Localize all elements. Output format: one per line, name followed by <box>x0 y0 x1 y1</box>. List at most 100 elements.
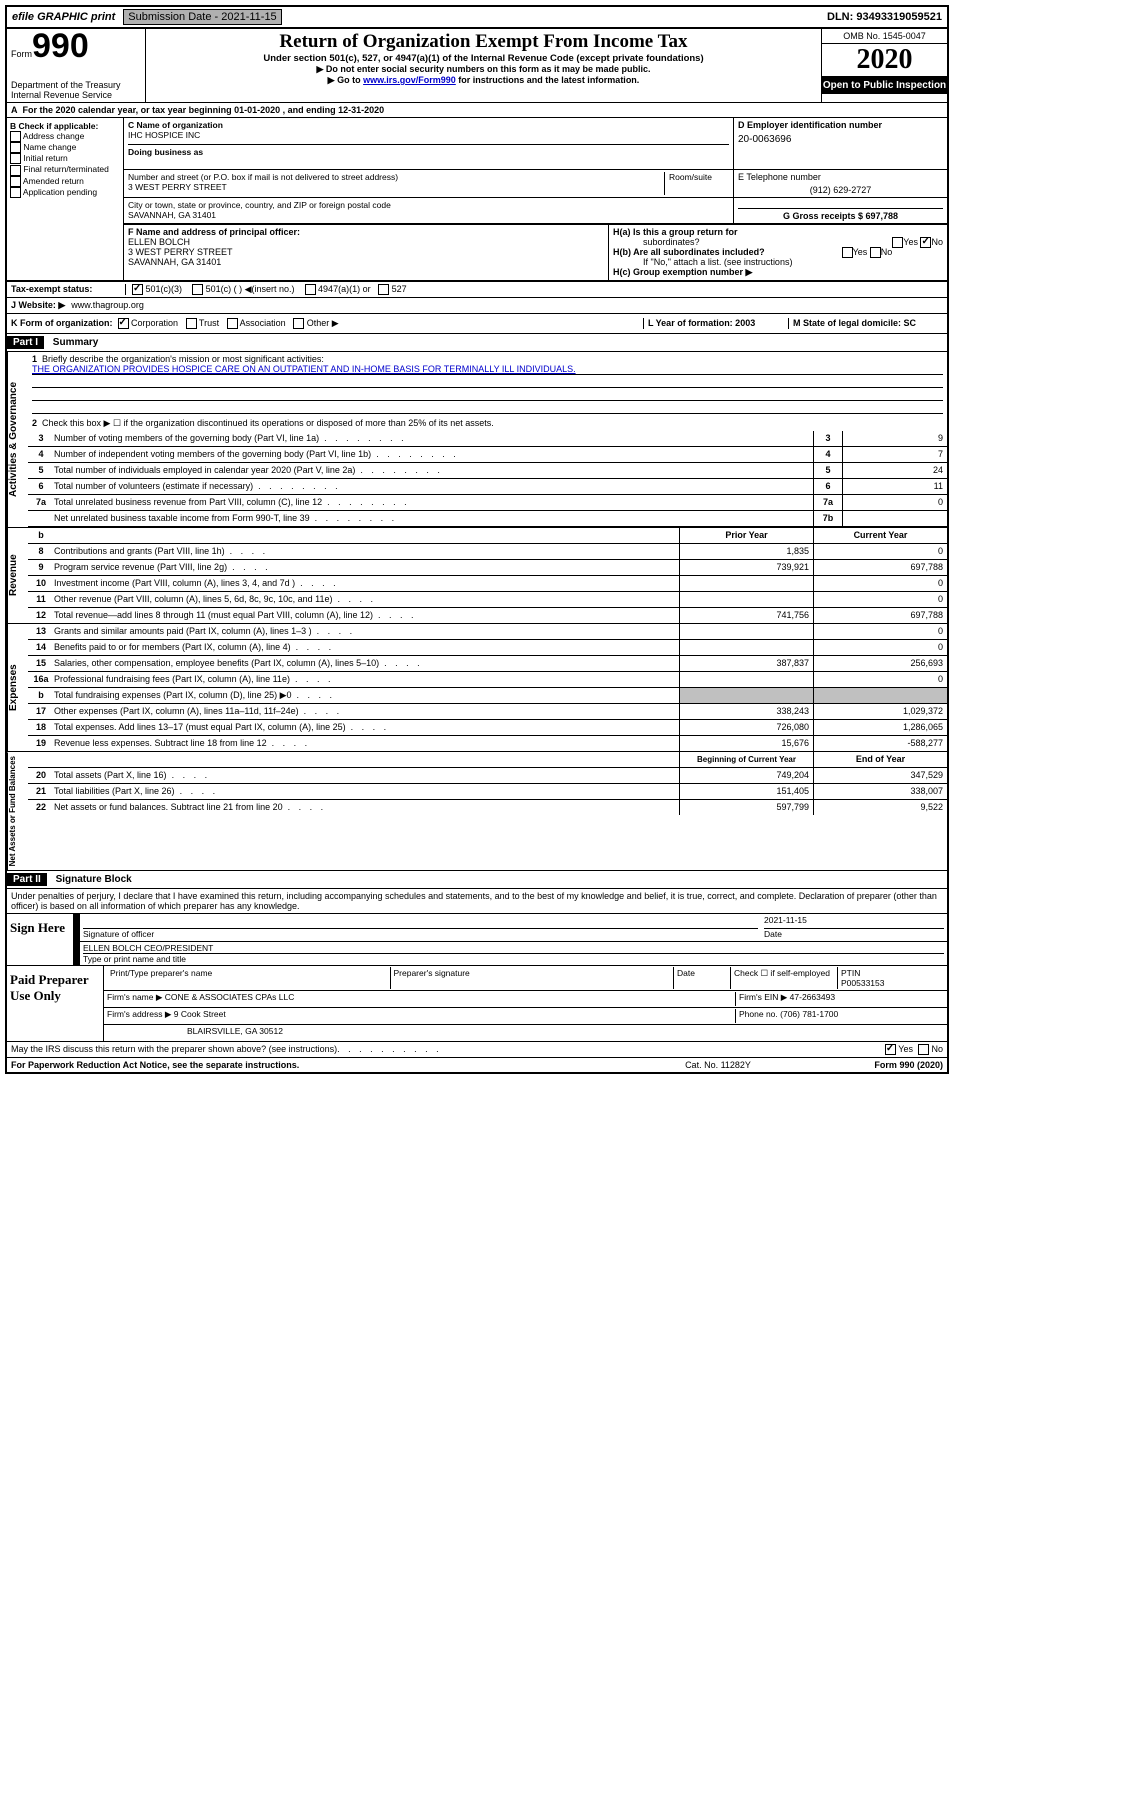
footer-left: For Paperwork Reduction Act Notice, see … <box>11 1060 643 1070</box>
cb-name-change[interactable] <box>10 142 21 153</box>
cb-final-return[interactable] <box>10 165 21 176</box>
side-net: Net Assets or Fund Balances <box>7 752 28 870</box>
cb-ha-no[interactable] <box>920 237 931 248</box>
current-year-header: Current Year <box>813 528 947 543</box>
part2-header: Part II <box>7 873 47 886</box>
row-k: K Form of organization: Corporation Trus… <box>7 314 947 334</box>
phone-label: Phone no. <box>739 1009 778 1019</box>
col-c-to-g: C Name of organization IHC HOSPICE INC D… <box>124 118 947 280</box>
officer-name-label: Type or print name and title <box>83 954 944 964</box>
firm-addr2: BLAIRSVILLE, GA 30512 <box>107 1026 283 1040</box>
inspection-label: Open to Public Inspection <box>822 77 947 94</box>
self-employed-check: Check ☐ if self-employed <box>731 967 838 989</box>
officer-name-val: ELLEN BOLCH CEO/PRESIDENT <box>83 943 944 954</box>
cb-hb-yes[interactable] <box>842 247 853 258</box>
section-expenses: Expenses 13Grants and similar amounts pa… <box>7 623 947 751</box>
gov-row-6: 6Total number of volunteers (estimate if… <box>28 479 947 495</box>
cb-hb-no[interactable] <box>870 247 881 258</box>
prior-year-header: Prior Year <box>679 528 813 543</box>
discuss-row: May the IRS discuss this return with the… <box>7 1042 947 1057</box>
data-row-9: 9Program service revenue (Part VIII, lin… <box>28 560 947 576</box>
paid-preparer-row: Paid Preparer Use Only Print/Type prepar… <box>7 965 947 1042</box>
phone-box: E Telephone number (912) 629-2727 <box>734 170 947 197</box>
gross-receipts: G Gross receipts $ 697,788 <box>734 198 947 223</box>
part1-header-row: Part I Summary <box>7 334 947 352</box>
cb-application[interactable] <box>10 187 21 198</box>
gov-row-7b: Net unrelated business taxable income fr… <box>28 511 947 527</box>
cb-501c[interactable] <box>192 284 203 295</box>
ptin-label: PTIN <box>841 968 941 978</box>
cb-assoc[interactable] <box>227 318 238 329</box>
data-row-13: 13Grants and similar amounts paid (Part … <box>28 624 947 640</box>
info-block: B Check if applicable: Address change Na… <box>7 118 947 281</box>
cb-ha-yes[interactable] <box>892 237 903 248</box>
footer-row: For Paperwork Reduction Act Notice, see … <box>7 1057 947 1072</box>
form-label: Form <box>11 49 32 59</box>
row-a-period: A For the 2020 calendar year, or tax yea… <box>7 103 947 118</box>
group-return: H(a) Is this a group return for subordin… <box>609 225 947 280</box>
footer-right: Form 990 (2020) <box>793 1060 943 1070</box>
paid-preparer-label: Paid Preparer Use Only <box>7 966 104 1041</box>
efile-label: efile GRAPHIC print <box>7 10 120 24</box>
firm-addr-label: Firm's address ▶ <box>107 1009 171 1019</box>
data-row-8: 8Contributions and grants (Part VIII, li… <box>28 544 947 560</box>
data-row-11: 11Other revenue (Part VIII, column (A), … <box>28 592 947 608</box>
cb-527[interactable] <box>378 284 389 295</box>
cb-4947[interactable] <box>305 284 316 295</box>
header-title: Return of Organization Exempt From Incom… <box>151 31 816 53</box>
ptin-val: P00533153 <box>841 978 941 988</box>
header-right: OMB No. 1545-0047 2020 Open to Public In… <box>821 29 947 102</box>
preparer-sig-col: Preparer's signature <box>391 967 675 989</box>
cb-discuss-yes[interactable] <box>885 1044 896 1055</box>
side-rev: Revenue <box>7 528 28 623</box>
data-row-10: 10Investment income (Part VIII, column (… <box>28 576 947 592</box>
preparer-name-col: Print/Type preparer's name <box>107 967 391 989</box>
cb-address-change[interactable] <box>10 131 21 142</box>
gov-row-7a: 7aTotal unrelated business revenue from … <box>28 495 947 511</box>
street-box: Number and street (or P.O. box if mail i… <box>124 170 734 197</box>
data-row-b: bTotal fundraising expenses (Part IX, co… <box>28 688 947 704</box>
top-bar: efile GRAPHIC print Submission Date - 20… <box>7 7 947 29</box>
submission-date-button[interactable]: Submission Date - 2021-11-15 <box>123 9 281 25</box>
cb-corp[interactable] <box>118 318 129 329</box>
cb-other[interactable] <box>293 318 304 329</box>
name-of-org: C Name of organization IHC HOSPICE INC D… <box>124 118 734 169</box>
firm-addr1: 9 Cook Street <box>174 1009 226 1019</box>
cb-discuss-no[interactable] <box>918 1044 929 1055</box>
net-header: Beginning of Current Year End of Year <box>28 752 947 768</box>
data-row-12: 12Total revenue—add lines 8 through 11 (… <box>28 608 947 623</box>
header-left: Form990 Department of the Treasury Inter… <box>7 29 146 102</box>
cb-trust[interactable] <box>186 318 197 329</box>
data-row-20: 20Total assets (Part X, line 16) . . . .… <box>28 768 947 784</box>
header-note-link: ▶ Go to www.irs.gov/Form990 for instruct… <box>151 75 816 86</box>
section-net: Net Assets or Fund Balances Beginning of… <box>7 751 947 871</box>
data-row-19: 19Revenue less expenses. Subtract line 1… <box>28 736 947 751</box>
header-subtitle: Under section 501(c), 527, or 4947(a)(1)… <box>151 53 816 64</box>
firm-ein-label: Firm's EIN ▶ <box>739 992 787 1002</box>
header-note-ssn: ▶ Do not enter social security numbers o… <box>151 64 816 75</box>
data-row-21: 21Total liabilities (Part X, line 26) . … <box>28 784 947 800</box>
section-revenue: Revenue b Prior Year Current Year 8Contr… <box>7 527 947 623</box>
firm-name-val: CONE & ASSOCIATES CPAs LLC <box>165 992 295 1002</box>
sign-here-row: Sign Here Signature of officer 2021-11-1… <box>7 913 947 965</box>
section-governance: Activities & Governance 1 Briefly descri… <box>7 352 947 527</box>
part1-title: Summary <box>47 337 99 348</box>
end-year-header: End of Year <box>813 752 947 767</box>
omb-label: OMB No. 1545-0047 <box>822 29 947 44</box>
side-gov: Activities & Governance <box>7 352 28 527</box>
tax-exempt-row: Tax-exempt status: 501(c)(3) 501(c) ( ) … <box>7 281 947 298</box>
cb-amended[interactable] <box>10 176 21 187</box>
cb-initial-return[interactable] <box>10 153 21 164</box>
form-990-container: efile GRAPHIC print Submission Date - 20… <box>5 5 949 1074</box>
cb-501c3[interactable] <box>132 284 143 295</box>
part2-header-row: Part II Signature Block <box>7 871 947 889</box>
revenue-header: b Prior Year Current Year <box>28 528 947 544</box>
gov-row-5: 5Total number of individuals employed in… <box>28 463 947 479</box>
principal-officer: F Name and address of principal officer:… <box>124 225 609 280</box>
header-center: Return of Organization Exempt From Incom… <box>146 29 821 102</box>
sign-date-val: 2021-11-15 <box>764 915 944 929</box>
ein-box: D Employer identification number 20-0063… <box>734 118 947 169</box>
irs-link[interactable]: www.irs.gov/Form990 <box>363 75 456 85</box>
data-row-16a: 16aProfessional fundraising fees (Part I… <box>28 672 947 688</box>
side-exp: Expenses <box>7 624 28 751</box>
